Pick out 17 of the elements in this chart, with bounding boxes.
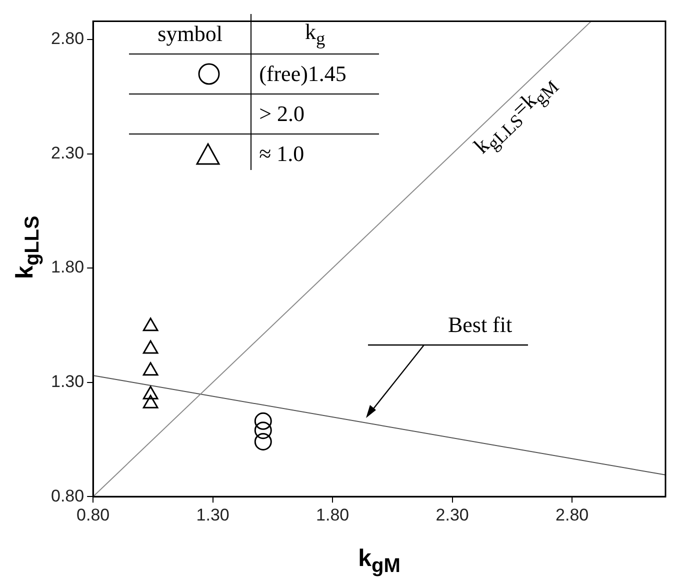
legend-title: symbol <box>156 21 224 47</box>
annotation: Best fit <box>448 312 512 338</box>
y-tick-label: 2.80 <box>50 29 84 48</box>
x-tick-label: 2.80 <box>556 505 589 524</box>
x-axis-title: k$_{gM}$ <box>357 544 402 578</box>
y-tick-label: 0.80 <box>50 486 84 506</box>
legend-label: ≈ 1.0 <box>258 141 306 167</box>
legend-label: (free)1.45 <box>258 61 348 87</box>
x-tick-label: 0.80 <box>76 505 110 524</box>
legend-label: > 2.0 <box>258 101 306 127</box>
annotation: k$_{g}$ <box>304 18 326 48</box>
x-tick-label: 2.30 <box>436 505 469 524</box>
y-tick-label: 1.80 <box>50 258 84 277</box>
y-tick-label: 2.30 <box>50 143 84 162</box>
x-tick-label: 1.30 <box>196 505 230 524</box>
x-tick-label: 1.80 <box>316 505 350 524</box>
y-tick-label: 1.30 <box>50 372 84 392</box>
